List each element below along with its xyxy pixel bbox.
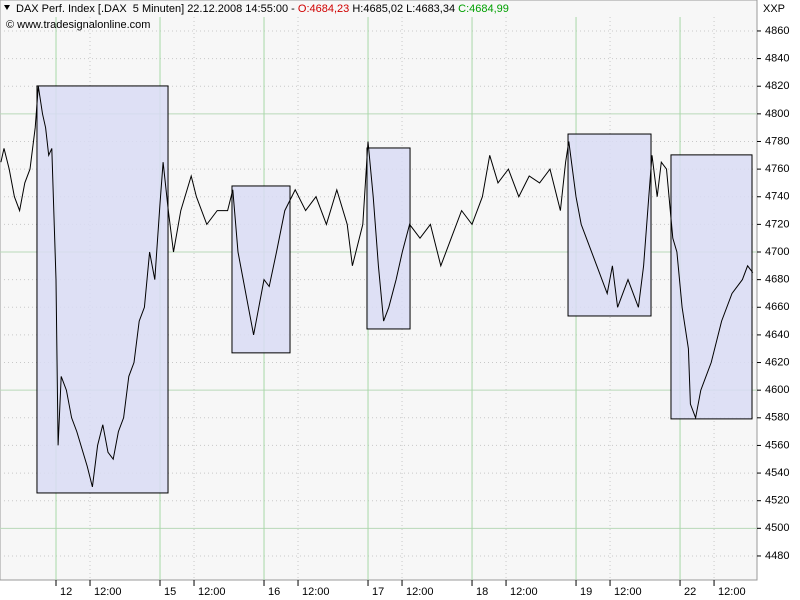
symbol: XXP bbox=[763, 3, 786, 15]
x-tick-label: 12:00 bbox=[718, 586, 746, 598]
y-tick-label: 4700 bbox=[765, 246, 789, 258]
x-tick-label: 12:00 bbox=[406, 586, 434, 598]
y-tick-label: 4740 bbox=[765, 191, 789, 203]
y-tick-label: 4660 bbox=[765, 301, 789, 313]
y-tick-label: 4840 bbox=[765, 52, 789, 64]
annotation-box bbox=[670, 154, 753, 420]
y-tick-label: 4540 bbox=[765, 467, 789, 479]
y-tick-label: 4580 bbox=[765, 412, 789, 424]
x-tick-label: 12:00 bbox=[614, 586, 642, 598]
y-tick-label: 4640 bbox=[765, 329, 789, 341]
high-low: H:4685,02 L:4683,34 bbox=[349, 3, 459, 15]
y-tick-label: 4480 bbox=[765, 550, 789, 562]
annotation-box bbox=[231, 185, 291, 354]
dropdown-icon[interactable] bbox=[4, 5, 10, 10]
y-tick-label: 4760 bbox=[765, 163, 789, 175]
y-tick-label: 4600 bbox=[765, 384, 789, 396]
annotation-box bbox=[366, 147, 411, 330]
copyright: © www.tradesignalonline.com bbox=[6, 19, 151, 31]
x-tick-label: 12:00 bbox=[510, 586, 538, 598]
x-tick-label: 22 bbox=[684, 586, 696, 598]
x-tick-label: 15 bbox=[164, 586, 176, 598]
y-tick-label: 4520 bbox=[765, 495, 789, 507]
open: O:4684,23 bbox=[297, 3, 350, 15]
annotation-box bbox=[567, 133, 652, 317]
price-line bbox=[0, 86, 754, 488]
y-tick-label: 4560 bbox=[765, 439, 789, 451]
x-tick-label: 19 bbox=[580, 586, 592, 598]
annotation-box bbox=[36, 85, 169, 494]
x-tick-label: 12 bbox=[60, 586, 72, 598]
y-tick-label: 4720 bbox=[765, 218, 789, 230]
y-tick-label: 4780 bbox=[765, 135, 789, 147]
x-tick-label: 18 bbox=[476, 586, 488, 598]
header: DAX Perf. Index [.DAX 5 Minuten] 22.12.2… bbox=[16, 3, 509, 15]
close: C:4684,99 bbox=[458, 3, 509, 15]
y-tick-label: 4860 bbox=[765, 25, 789, 37]
x-tick-label: 12:00 bbox=[198, 586, 226, 598]
x-tick-label: 12:00 bbox=[94, 586, 122, 598]
y-tick-label: 4620 bbox=[765, 356, 789, 368]
y-tick-label: 4800 bbox=[765, 108, 789, 120]
y-tick-label: 4500 bbox=[765, 522, 789, 534]
x-tick-label: 17 bbox=[372, 586, 384, 598]
title: DAX Perf. Index [.DAX 5 Minuten] 22.12.2… bbox=[16, 3, 298, 15]
x-tick-label: 16 bbox=[268, 586, 280, 598]
y-tick-label: 4820 bbox=[765, 80, 789, 92]
y-tick-label: 4680 bbox=[765, 274, 789, 286]
x-tick-label: 12:00 bbox=[302, 586, 330, 598]
